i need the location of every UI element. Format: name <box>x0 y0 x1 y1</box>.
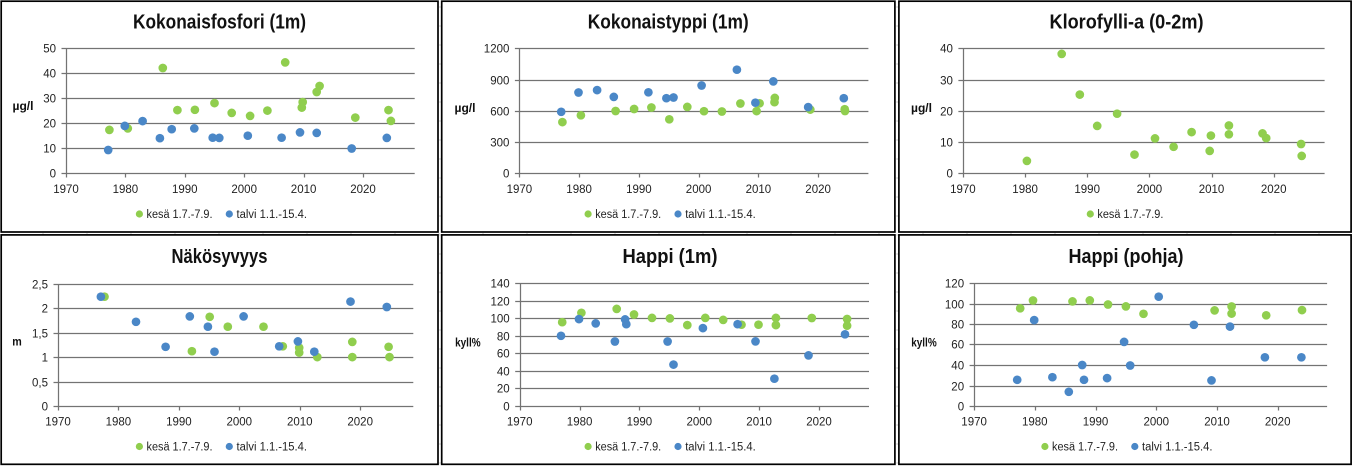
svg-text:120: 120 <box>491 297 510 309</box>
svg-text:talvi 1.1.-15.4.: talvi 1.1.-15.4. <box>685 442 756 454</box>
svg-text:m: m <box>12 334 22 348</box>
svg-text:1970: 1970 <box>950 184 976 196</box>
svg-text:0: 0 <box>503 402 509 414</box>
svg-text:2020: 2020 <box>805 184 831 196</box>
svg-text:10: 10 <box>43 144 56 156</box>
svg-text:10: 10 <box>940 138 953 150</box>
svg-text:talvi 1.1.-15.4.: talvi 1.1.-15.4. <box>237 209 308 221</box>
svg-text:2020: 2020 <box>806 416 832 428</box>
svg-text:80: 80 <box>497 332 510 344</box>
svg-text:140: 140 <box>491 279 510 291</box>
svg-text:30: 30 <box>940 76 953 88</box>
svg-text:40: 40 <box>951 361 964 373</box>
svg-text:2000: 2000 <box>686 184 712 196</box>
svg-text:40: 40 <box>497 367 510 379</box>
svg-text:µg/l: µg/l <box>911 101 932 115</box>
svg-text:2000: 2000 <box>1144 417 1170 429</box>
svg-text:40: 40 <box>43 69 56 81</box>
svg-text:1200: 1200 <box>484 44 510 56</box>
svg-text:1980: 1980 <box>567 416 593 428</box>
svg-text:1990: 1990 <box>1074 184 1100 196</box>
svg-text:kesä 1.7.-7.9.: kesä 1.7.-7.9. <box>147 442 213 454</box>
svg-text:Happi (1m): Happi (1m) <box>623 246 718 268</box>
svg-text:Klorofylli-a (0-2m): Klorofylli-a (0-2m) <box>1050 12 1204 34</box>
svg-text:2010: 2010 <box>1199 184 1225 196</box>
svg-text:kyll%: kyll% <box>455 335 481 349</box>
svg-text:40: 40 <box>940 44 953 56</box>
svg-text:1,5: 1,5 <box>32 329 48 341</box>
svg-text:0: 0 <box>946 169 952 181</box>
svg-text:2000: 2000 <box>227 417 253 429</box>
svg-text:2000: 2000 <box>1137 184 1163 196</box>
svg-text:1990: 1990 <box>166 417 192 429</box>
svg-text:100: 100 <box>945 300 964 312</box>
svg-text:talvi 1.1.-15.4.: talvi 1.1.-15.4. <box>685 209 756 221</box>
svg-text:1990: 1990 <box>1083 417 1109 429</box>
svg-text:30: 30 <box>43 94 56 106</box>
svg-text:2010: 2010 <box>291 184 317 196</box>
svg-text:1980: 1980 <box>1012 184 1038 196</box>
svg-text:20: 20 <box>43 119 56 131</box>
svg-text:talvi 1.1.-15.4.: talvi 1.1.-15.4. <box>237 442 308 454</box>
svg-text:2010: 2010 <box>746 416 772 428</box>
svg-text:1980: 1980 <box>113 184 139 196</box>
svg-text:0,5: 0,5 <box>32 378 48 390</box>
svg-text:1: 1 <box>42 353 48 365</box>
svg-text:0: 0 <box>50 169 56 181</box>
svg-text:kesä 1.7.-7.9.: kesä 1.7.-7.9. <box>147 209 213 221</box>
svg-text:1990: 1990 <box>626 184 652 196</box>
svg-text:300: 300 <box>490 138 509 150</box>
svg-text:80: 80 <box>951 320 964 332</box>
svg-text:kesä 1.7.-7.9.: kesä 1.7.-7.9. <box>1052 442 1118 454</box>
svg-text:1990: 1990 <box>627 416 653 428</box>
svg-text:2000: 2000 <box>687 416 713 428</box>
svg-text:1970: 1970 <box>45 417 71 429</box>
svg-text:2020: 2020 <box>1265 417 1291 429</box>
svg-text:1970: 1970 <box>53 184 79 196</box>
svg-text:2010: 2010 <box>287 417 313 429</box>
svg-text:Kokonaisfosfori (1m): Kokonaisfosfori (1m) <box>133 12 306 34</box>
svg-text:kesä 1.7.-7.9.: kesä 1.7.-7.9. <box>595 209 661 221</box>
svg-text:50: 50 <box>43 44 56 56</box>
svg-text:kesä 1.7.-7.9.: kesä 1.7.-7.9. <box>1097 209 1163 221</box>
svg-text:900: 900 <box>490 76 509 88</box>
svg-text:100: 100 <box>491 314 510 326</box>
svg-text:talvi 1.1.-15.4.: talvi 1.1.-15.4. <box>1142 442 1213 454</box>
svg-text:2,5: 2,5 <box>32 280 48 292</box>
svg-text:µg/l: µg/l <box>13 99 34 113</box>
svg-text:1970: 1970 <box>507 416 533 428</box>
svg-text:600: 600 <box>490 107 509 119</box>
svg-text:60: 60 <box>951 340 964 352</box>
svg-text:0: 0 <box>958 402 964 414</box>
svg-text:20: 20 <box>951 382 964 394</box>
svg-text:1970: 1970 <box>961 417 987 429</box>
svg-text:60: 60 <box>497 349 510 361</box>
svg-text:kyll%: kyll% <box>911 335 937 349</box>
svg-text:0: 0 <box>42 402 48 414</box>
svg-text:Kokonaistyppi (1m): Kokonaistyppi (1m) <box>588 12 749 34</box>
svg-text:2010: 2010 <box>746 184 772 196</box>
svg-text:2020: 2020 <box>1261 184 1287 196</box>
svg-text:2: 2 <box>42 304 48 316</box>
svg-text:0: 0 <box>503 169 509 181</box>
svg-text:µg/l: µg/l <box>455 101 476 115</box>
svg-text:kesä 1.7.-7.9.: kesä 1.7.-7.9. <box>595 442 661 454</box>
svg-text:1990: 1990 <box>172 184 198 196</box>
svg-text:1980: 1980 <box>106 417 132 429</box>
svg-text:20: 20 <box>940 107 953 119</box>
svg-text:2000: 2000 <box>231 184 257 196</box>
svg-text:1980: 1980 <box>566 184 592 196</box>
svg-text:1970: 1970 <box>507 184 533 196</box>
svg-text:2020: 2020 <box>350 184 376 196</box>
svg-text:120: 120 <box>945 279 964 291</box>
svg-text:2020: 2020 <box>347 417 373 429</box>
svg-text:20: 20 <box>497 384 510 396</box>
svg-text:2010: 2010 <box>1204 417 1230 429</box>
svg-text:Happi (pohja): Happi (pohja) <box>1069 246 1184 268</box>
svg-text:Näkösyvyys: Näkösyvyys <box>172 246 268 268</box>
svg-text:1980: 1980 <box>1022 417 1048 429</box>
